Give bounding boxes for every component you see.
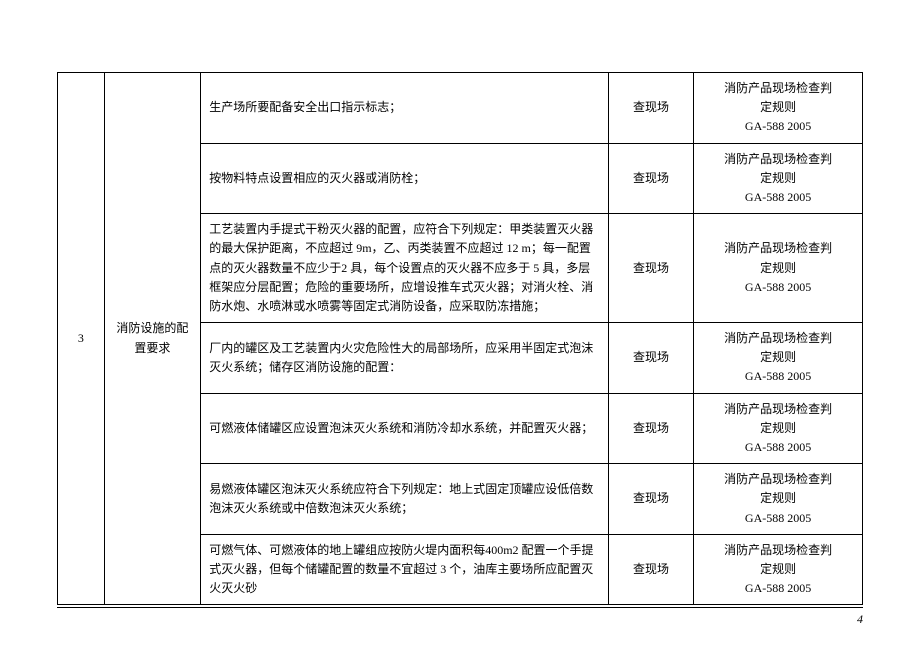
- reference-cell: 消防产品现场检查判 定规则 GA-588 2005: [694, 393, 863, 464]
- reference-cell: 消防产品现场检查判 定规则 GA-588 2005: [694, 214, 863, 323]
- reference-line: 定规则: [702, 348, 854, 367]
- method-cell: 查现场: [608, 73, 693, 144]
- page-content: 3 消防设施的配置要求 生产场所要配备安全出口指示标志； 查现场 消防产品现场检…: [0, 0, 920, 645]
- description-cell: 可燃气体、可燃液体的地上罐组应按防火堤内面积每400m2 配置一个手提式灭火器，…: [201, 534, 608, 605]
- description-cell: 厂内的罐区及工艺装置内火灾危险性大的局部场所，应采用半固定式泡沫灭火系统；储存区…: [201, 323, 608, 394]
- reference-line: GA-588 2005: [702, 579, 854, 598]
- reference-line: 定规则: [702, 259, 854, 278]
- category-cell: 消防设施的配置要求: [104, 73, 201, 605]
- inspection-table: 3 消防设施的配置要求 生产场所要配备安全出口指示标志； 查现场 消防产品现场检…: [57, 72, 863, 605]
- reference-line: 定规则: [702, 560, 854, 579]
- reference-line: 定规则: [702, 98, 854, 117]
- reference-line: 消防产品现场检查判: [702, 400, 854, 419]
- table-row: 3 消防设施的配置要求 生产场所要配备安全出口指示标志； 查现场 消防产品现场检…: [58, 73, 863, 144]
- reference-line: GA-588 2005: [702, 278, 854, 297]
- description-cell: 按物料特点设置相应的灭火器或消防栓；: [201, 143, 608, 214]
- reference-line: 定规则: [702, 489, 854, 508]
- reference-line: 消防产品现场检查判: [702, 541, 854, 560]
- reference-line: 消防产品现场检查判: [702, 239, 854, 258]
- reference-line: GA-588 2005: [702, 188, 854, 207]
- method-cell: 查现场: [608, 214, 693, 323]
- reference-line: 定规则: [702, 169, 854, 188]
- reference-line: GA-588 2005: [702, 509, 854, 528]
- method-cell: 查现场: [608, 143, 693, 214]
- method-cell: 查现场: [608, 534, 693, 605]
- page-footer: 4: [57, 607, 863, 627]
- reference-cell: 消防产品现场检查判 定规则 GA-588 2005: [694, 323, 863, 394]
- reference-line: GA-588 2005: [702, 117, 854, 136]
- reference-line: 定规则: [702, 419, 854, 438]
- description-cell: 易燃液体罐区泡沫灭火系统应符合下列规定：地上式固定顶罐应设低倍数泡沫灭火系统或中…: [201, 464, 608, 535]
- reference-line: GA-588 2005: [702, 367, 854, 386]
- description-cell: 可燃液体储罐区应设置泡沫灭火系统和消防冷却水系统，并配置灭火器；: [201, 393, 608, 464]
- page-number: 4: [857, 612, 863, 626]
- reference-line: GA-588 2005: [702, 438, 854, 457]
- reference-line: 消防产品现场检查判: [702, 150, 854, 169]
- reference-line: 消防产品现场检查判: [702, 329, 854, 348]
- method-cell: 查现场: [608, 393, 693, 464]
- reference-cell: 消防产品现场检查判 定规则 GA-588 2005: [694, 464, 863, 535]
- description-cell: 工艺装置内手提式干粉灭火器的配置，应符合下列规定：甲类装置灭火器的最大保护距离，…: [201, 214, 608, 323]
- reference-line: 消防产品现场检查判: [702, 79, 854, 98]
- method-cell: 查现场: [608, 323, 693, 394]
- description-cell: 生产场所要配备安全出口指示标志；: [201, 73, 608, 144]
- reference-line: 消防产品现场检查判: [702, 470, 854, 489]
- reference-cell: 消防产品现场检查判 定规则 GA-588 2005: [694, 143, 863, 214]
- method-cell: 查现场: [608, 464, 693, 535]
- reference-cell: 消防产品现场检查判 定规则 GA-588 2005: [694, 73, 863, 144]
- row-index-cell: 3: [58, 73, 105, 605]
- reference-cell: 消防产品现场检查判 定规则 GA-588 2005: [694, 534, 863, 605]
